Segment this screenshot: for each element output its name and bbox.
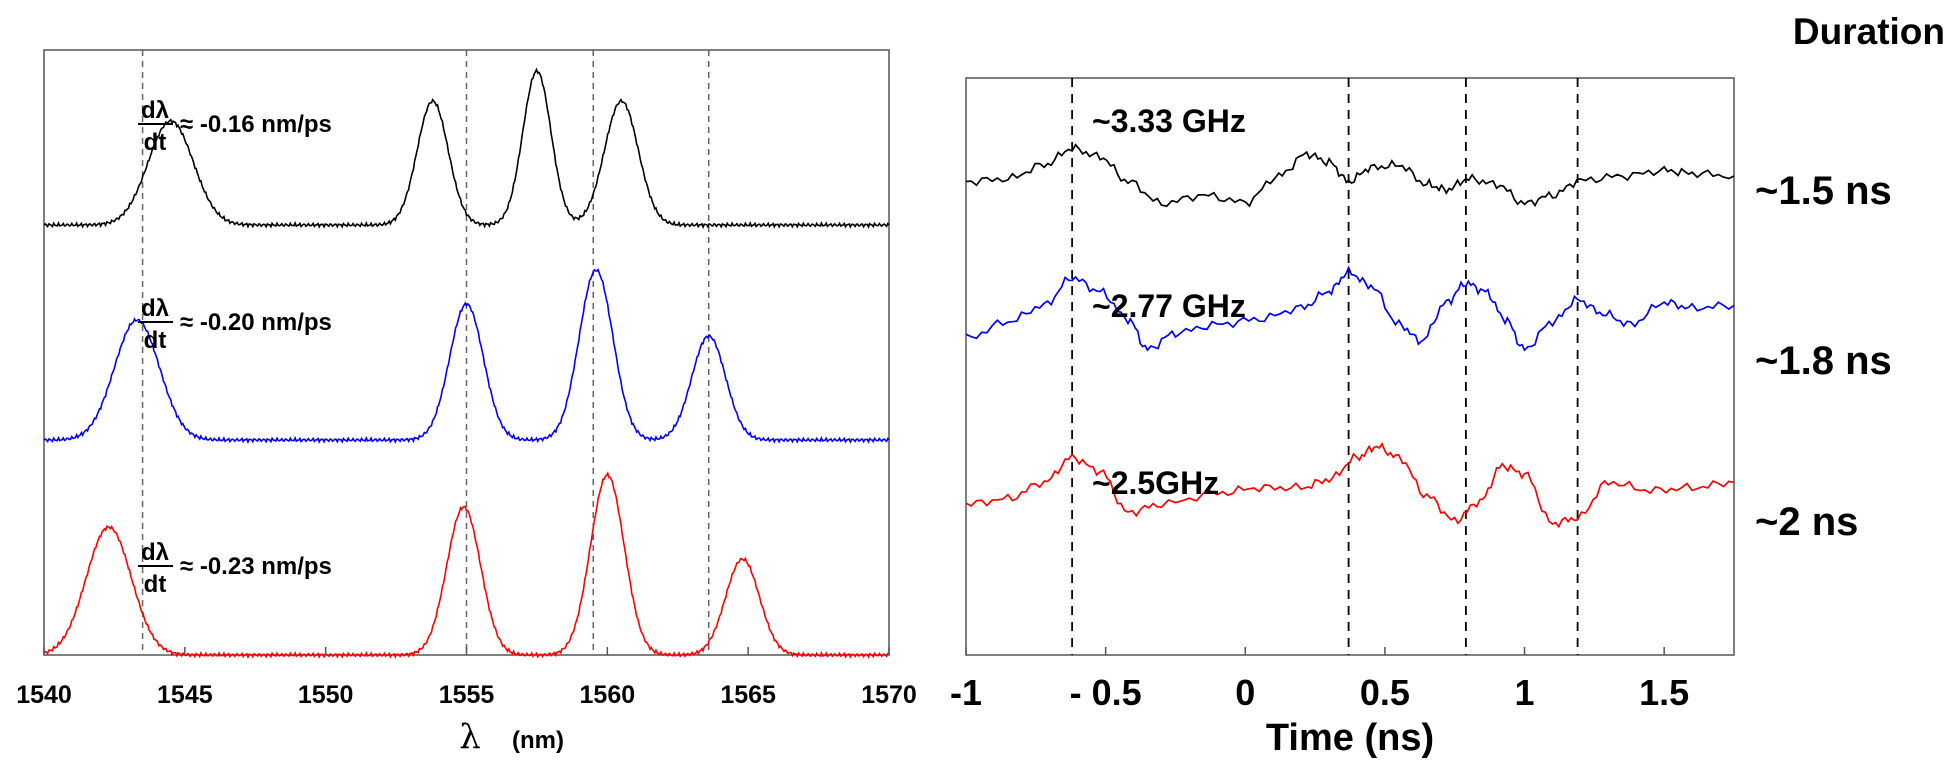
left-tick-label: 1540 bbox=[16, 681, 72, 709]
annotation-1-numerator: dλ bbox=[141, 97, 169, 124]
left-tick-label: 1560 bbox=[580, 681, 636, 709]
left-tick-label: 1545 bbox=[157, 681, 213, 709]
left-series-line-1 bbox=[43, 67, 890, 230]
right-series-line-2 bbox=[965, 265, 1735, 352]
annotation-2-numerator: dλ bbox=[141, 295, 169, 322]
series-1-label: ~3.33 GHz bbox=[1092, 103, 1246, 139]
annotation-1-value: ≈ -0.16 nm/ps bbox=[180, 111, 332, 138]
right-tick-label: 0.5 bbox=[1360, 672, 1410, 713]
right-tick-label: 0 bbox=[1235, 672, 1255, 713]
left-series-line-2 bbox=[43, 268, 890, 445]
left-tick-label: 1555 bbox=[439, 681, 495, 709]
left-tick-label: 1550 bbox=[298, 681, 354, 709]
left-xlabel-symbol: λ bbox=[459, 717, 481, 757]
right-x-ticks: -1 - 0.5 0 0.5 1 1.5 bbox=[950, 647, 1689, 713]
left-chart: 1540 1545 1550 1555 1560 1565 1570 dλ dt ≈ -0.… bbox=[16, 49, 917, 757]
series-3-label: ~2.5GHz bbox=[1092, 465, 1219, 501]
left-tick-label: 1565 bbox=[720, 681, 776, 709]
left-annotation-2: dλ dt ≈ -0.20 nm/ps bbox=[138, 295, 332, 354]
right-tick-label: - 0.5 bbox=[1070, 672, 1142, 713]
right-tick-label: -1 bbox=[950, 672, 982, 713]
duration-header: Duration bbox=[1793, 11, 1945, 52]
duration-2: ~1.8 ns bbox=[1755, 339, 1892, 383]
annotation-3-numerator: dλ bbox=[141, 539, 169, 566]
duration-3: ~2 ns bbox=[1755, 500, 1858, 544]
series-2-label: ~2.77 GHz bbox=[1092, 288, 1246, 324]
left-reference-lines bbox=[141, 50, 710, 655]
right-series-line-1 bbox=[965, 143, 1735, 208]
annotation-3-denominator: dt bbox=[144, 571, 167, 598]
left-annotation-1: dλ dt ≈ -0.16 nm/ps bbox=[138, 97, 332, 156]
right-xlabel: Time (ns) bbox=[1266, 717, 1434, 759]
annotation-1-denominator: dt bbox=[144, 129, 167, 156]
left-xlabel-unit: (nm) bbox=[512, 727, 564, 754]
duration-1: ~1.5 ns bbox=[1755, 169, 1892, 213]
annotation-3-value: ≈ -0.23 nm/ps bbox=[180, 553, 332, 580]
right-series-line-3 bbox=[965, 441, 1735, 529]
right-tick-label: 1.5 bbox=[1639, 672, 1689, 713]
annotation-2-value: ≈ -0.20 nm/ps bbox=[180, 309, 332, 336]
right-reference-lines bbox=[1071, 78, 1579, 655]
right-series-group bbox=[965, 143, 1735, 529]
right-plot-frame bbox=[965, 77, 1735, 656]
left-x-ticks: 1540 1545 1550 1555 1560 1565 1570 bbox=[16, 647, 917, 709]
right-tick-label: 1 bbox=[1515, 672, 1535, 713]
right-chart: -1 - 0.5 0 0.5 1 1.5 ~3.33 GHz ~2.77 GHz ~2.5… bbox=[950, 11, 1945, 759]
annotation-2-denominator: dt bbox=[144, 327, 167, 354]
left-tick-label: 1570 bbox=[861, 681, 917, 709]
left-annotation-3: dλ dt ≈ -0.23 nm/ps bbox=[138, 539, 332, 598]
